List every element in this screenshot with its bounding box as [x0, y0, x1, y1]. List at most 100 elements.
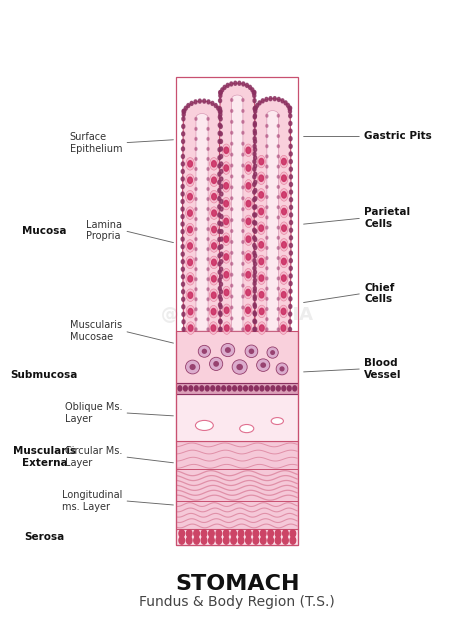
Circle shape [195, 168, 197, 170]
Ellipse shape [185, 360, 200, 374]
Ellipse shape [280, 172, 288, 184]
Circle shape [277, 134, 279, 138]
Circle shape [254, 189, 257, 192]
Circle shape [277, 206, 279, 209]
Circle shape [195, 218, 197, 220]
Ellipse shape [210, 207, 219, 220]
Circle shape [253, 244, 256, 247]
Circle shape [255, 386, 258, 391]
Circle shape [277, 277, 279, 280]
Circle shape [195, 158, 197, 160]
Circle shape [195, 308, 197, 310]
Circle shape [254, 320, 256, 324]
Circle shape [282, 292, 286, 298]
Circle shape [259, 325, 264, 331]
Text: Circular Ms.
Layer: Circular Ms. Layer [64, 446, 122, 468]
Circle shape [195, 148, 197, 150]
Circle shape [219, 107, 221, 111]
Circle shape [246, 236, 251, 242]
Circle shape [181, 237, 184, 241]
Text: Oblique Ms.
Layer: Oblique Ms. Layer [64, 402, 122, 423]
Circle shape [246, 201, 251, 207]
Circle shape [207, 127, 209, 130]
Ellipse shape [198, 345, 210, 357]
Circle shape [242, 153, 244, 156]
Circle shape [253, 205, 255, 209]
Circle shape [290, 213, 292, 217]
Circle shape [253, 198, 255, 202]
Ellipse shape [225, 347, 231, 353]
Circle shape [254, 221, 257, 225]
Ellipse shape [186, 223, 194, 236]
Circle shape [216, 386, 220, 391]
Circle shape [246, 271, 251, 278]
Circle shape [195, 187, 197, 191]
Circle shape [231, 273, 233, 276]
Circle shape [218, 205, 221, 209]
Circle shape [254, 304, 256, 309]
Circle shape [290, 529, 296, 537]
Circle shape [242, 262, 244, 265]
Circle shape [253, 236, 256, 240]
Ellipse shape [186, 273, 194, 285]
Ellipse shape [222, 198, 230, 210]
Circle shape [289, 266, 292, 270]
Circle shape [253, 536, 259, 544]
Circle shape [268, 536, 273, 544]
Circle shape [219, 319, 222, 323]
Circle shape [231, 164, 233, 167]
Circle shape [220, 222, 223, 226]
Circle shape [231, 175, 233, 178]
Circle shape [253, 295, 256, 298]
Circle shape [211, 309, 216, 315]
Circle shape [254, 237, 257, 242]
Circle shape [219, 90, 222, 95]
Circle shape [207, 117, 209, 121]
Circle shape [246, 83, 248, 87]
Ellipse shape [232, 360, 247, 374]
Circle shape [182, 139, 184, 143]
Circle shape [219, 290, 222, 294]
Text: Lamina
Propria: Lamina Propria [86, 220, 122, 242]
Circle shape [254, 106, 257, 110]
Ellipse shape [244, 286, 252, 299]
Circle shape [253, 98, 256, 103]
Circle shape [207, 148, 209, 150]
Circle shape [194, 386, 198, 391]
Circle shape [253, 274, 256, 278]
Circle shape [219, 117, 222, 121]
Circle shape [219, 286, 221, 290]
Text: Mucosa: Mucosa [22, 226, 67, 236]
Circle shape [281, 325, 286, 331]
Circle shape [222, 386, 226, 391]
Circle shape [188, 210, 192, 216]
Circle shape [231, 262, 233, 265]
Circle shape [266, 267, 268, 269]
Ellipse shape [240, 425, 254, 433]
Circle shape [207, 298, 209, 300]
Circle shape [266, 227, 268, 229]
Circle shape [231, 306, 233, 309]
Circle shape [223, 85, 226, 90]
Circle shape [277, 97, 280, 102]
Circle shape [253, 144, 256, 148]
Circle shape [242, 219, 244, 221]
Circle shape [219, 274, 223, 279]
Circle shape [231, 131, 233, 134]
Circle shape [200, 386, 204, 391]
Circle shape [289, 304, 292, 309]
Circle shape [289, 281, 292, 286]
Ellipse shape [237, 364, 243, 370]
Ellipse shape [280, 189, 288, 201]
Circle shape [290, 190, 292, 194]
Circle shape [219, 132, 222, 136]
Circle shape [219, 139, 222, 143]
Circle shape [194, 536, 200, 544]
Circle shape [187, 103, 190, 107]
Circle shape [242, 273, 244, 276]
Circle shape [231, 143, 233, 145]
Circle shape [266, 186, 268, 188]
Circle shape [289, 312, 292, 316]
Circle shape [231, 240, 233, 244]
Circle shape [181, 215, 184, 218]
